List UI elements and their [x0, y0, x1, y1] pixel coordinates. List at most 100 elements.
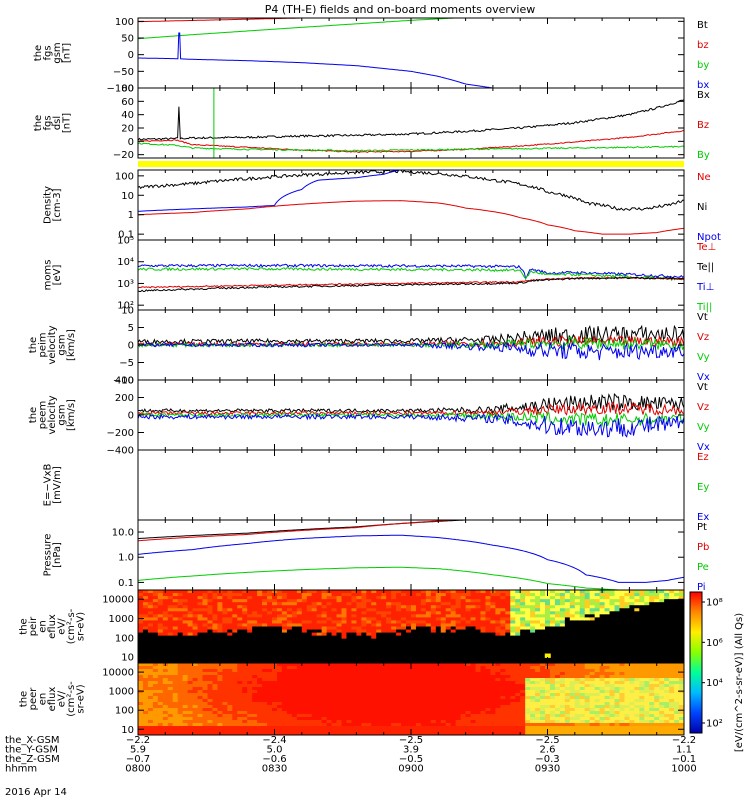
spectrogram-cell	[510, 644, 516, 649]
spectrogram-cell	[599, 608, 606, 612]
spectrogram-cell	[609, 653, 616, 658]
spectrogram-cell	[272, 632, 278, 637]
spectrogram-cell	[172, 611, 179, 615]
spectrogram-cell	[386, 672, 392, 676]
spectrogram-cell	[152, 629, 159, 634]
spectrogram-cell	[391, 617, 397, 622]
spectrogram-cell	[391, 687, 397, 691]
spectrogram-cell	[247, 608, 253, 612]
spectrogram-cell	[386, 605, 392, 609]
spectrogram-cell	[639, 647, 645, 652]
spectrogram-cell	[391, 669, 397, 673]
spectrogram-cell	[306, 608, 313, 612]
spectrogram-cell	[346, 723, 353, 727]
spectrogram-cell	[291, 593, 298, 597]
spectrogram-cell	[167, 602, 174, 606]
spectrogram-cell	[510, 611, 516, 615]
spectrogram-cell	[371, 641, 377, 646]
spectrogram-cell	[222, 620, 228, 625]
spectrogram-cell	[669, 653, 675, 658]
spectrogram-cell	[291, 705, 298, 709]
efield-frame	[137, 449, 685, 521]
spectrogram-cell	[376, 663, 382, 667]
spectrogram-cell	[356, 590, 362, 594]
spectrogram-cell	[381, 714, 387, 718]
spectrogram-cell	[644, 641, 650, 646]
spectrogram-cell	[257, 696, 263, 700]
spectrogram-cell	[197, 623, 204, 628]
spectrogram-cell	[356, 732, 362, 735]
spectrogram-cell	[321, 732, 328, 735]
spectrogram-cell	[291, 684, 298, 688]
spectrogram-cell	[396, 723, 402, 727]
spectrogram-cell	[401, 675, 407, 679]
spectrogram-cell	[450, 732, 457, 735]
spectrogram-cell	[301, 717, 308, 721]
spectrogram-cell	[411, 626, 417, 631]
spectrogram-cell	[147, 726, 154, 730]
spectrogram-cell	[659, 602, 665, 606]
spectrogram-cell	[386, 620, 392, 625]
spectrogram-cell	[138, 723, 144, 727]
spectrogram-cell	[301, 590, 308, 594]
spectrogram-cell	[679, 620, 684, 625]
spectrogram-cell	[549, 620, 556, 625]
spectrogram-cell	[276, 611, 283, 615]
spectrogram-cell	[252, 626, 258, 631]
spectrogram-cell	[445, 620, 452, 625]
spectrogram-cell	[415, 663, 422, 667]
spectrogram-cell	[276, 705, 283, 709]
spectrogram-cell	[267, 599, 273, 603]
spectrogram-cell	[450, 717, 457, 721]
spectrogram-cell	[425, 714, 432, 718]
spectrogram-cell	[559, 596, 566, 600]
spectrogram-cell	[177, 675, 184, 679]
spectrogram-cell	[411, 717, 417, 721]
spectrogram-cell	[316, 696, 323, 700]
spectrogram-cell	[311, 708, 318, 712]
spectrogram-cell	[291, 656, 298, 661]
spectrogram-cell	[356, 650, 362, 655]
spectrogram-cell	[664, 620, 670, 625]
spectrogram-cell	[396, 617, 402, 622]
spectrogram-cell	[361, 672, 367, 676]
spectrogram-cell	[649, 602, 655, 606]
spectrogram-cell	[520, 647, 526, 652]
spectrogram-cell	[192, 711, 199, 715]
spectrogram-cell	[262, 687, 268, 691]
spectrogram-cell	[326, 705, 333, 709]
spectrogram-cell	[341, 681, 348, 685]
spectrogram-cell	[554, 599, 561, 603]
spectrogram-cell	[440, 702, 447, 706]
spectrogram-cell	[629, 611, 635, 615]
spectrogram-cell	[237, 723, 243, 727]
spectrogram-cell	[411, 714, 417, 718]
spectrogram-cell	[147, 678, 154, 682]
spectrogram-cell	[470, 681, 477, 685]
spectrogram-cell	[311, 644, 318, 649]
spectrogram-cell	[475, 678, 482, 682]
spectrogram-cell	[291, 675, 298, 679]
spectrogram-cell	[242, 714, 248, 718]
spectrogram-cell	[207, 599, 214, 603]
spectrogram-cell	[510, 641, 516, 646]
spectrogram-cell	[138, 729, 144, 733]
spectrogram-cell	[306, 659, 313, 663]
spectrogram-cell	[341, 596, 348, 600]
spectrogram-cell	[495, 590, 501, 594]
spectrogram-cell	[415, 647, 422, 652]
spectrogram-cell	[237, 590, 243, 594]
spectrogram-cell	[192, 602, 199, 606]
spectrogram-cell	[629, 596, 635, 600]
y-axis-label: the	[28, 337, 39, 353]
spectrogram-cell	[629, 641, 635, 646]
spectrogram-cell	[614, 611, 621, 615]
spectrogram-cell	[535, 650, 541, 655]
spectrogram-cell	[450, 726, 457, 730]
spectrogram-cell	[336, 632, 343, 637]
spectrogram-cell	[674, 590, 680, 594]
spectrogram-cell	[257, 614, 263, 618]
spectrogram-cell	[162, 602, 169, 606]
spectrogram-cell	[187, 626, 194, 631]
spectrogram-cell	[559, 605, 566, 609]
